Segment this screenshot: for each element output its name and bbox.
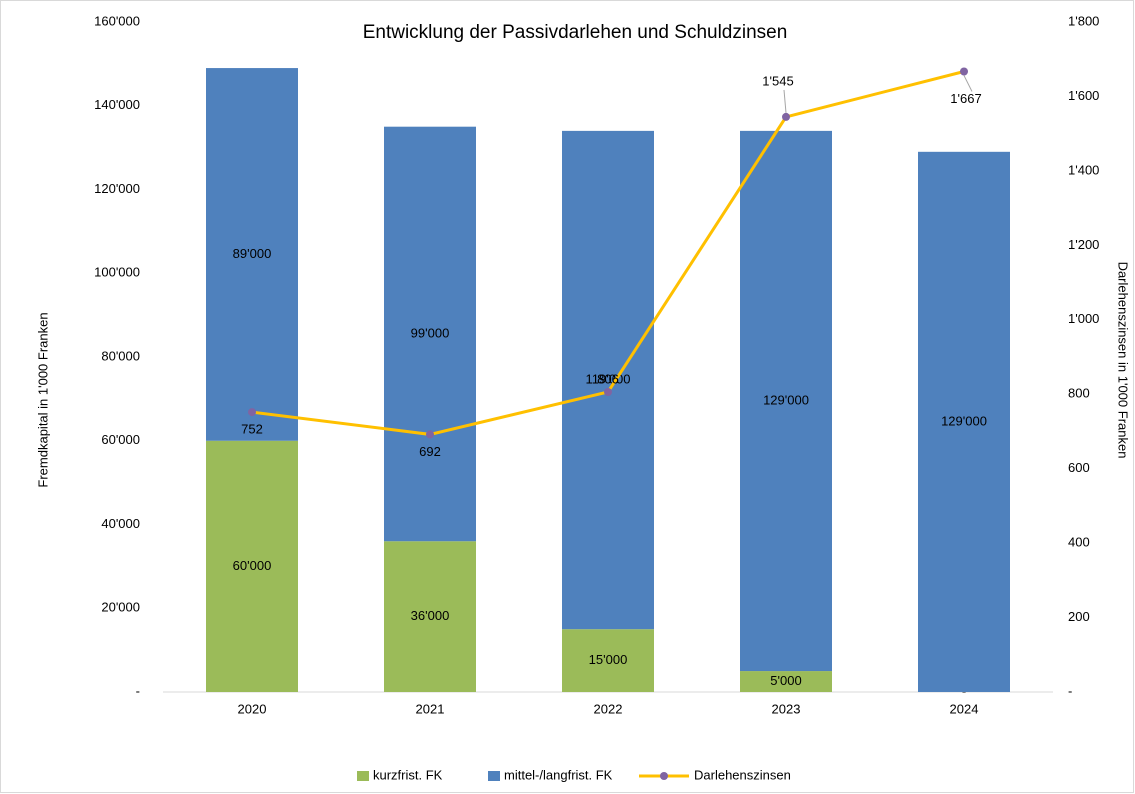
line-value-label: 692 <box>419 444 441 459</box>
bar-value-label: 89'000 <box>233 246 272 261</box>
y2-tick-label: 600 <box>1068 460 1090 475</box>
line-marker <box>248 408 256 417</box>
y2-tick-label: 800 <box>1068 386 1090 401</box>
bar-value-label: 15'000 <box>589 652 628 667</box>
y-tick-label: 40'000 <box>101 516 140 531</box>
line-value-label: 752 <box>241 422 263 437</box>
bar-value-label: 129'000 <box>941 413 987 428</box>
y2-tick-label: 400 <box>1068 535 1090 550</box>
y-tick-label: 160'000 <box>94 13 140 28</box>
bar-segment <box>918 151 1010 692</box>
y2-tick-label: 200 <box>1068 609 1090 624</box>
bar-value-label: 60'000 <box>233 558 272 573</box>
bar-segment <box>740 130 832 672</box>
leader-line <box>963 75 973 92</box>
line-marker <box>604 387 612 396</box>
legend-marker <box>660 772 668 780</box>
y-tick-label: - <box>136 683 140 698</box>
y2-tick-label: 1'400 <box>1068 162 1099 177</box>
y-tick-label: 60'000 <box>101 432 140 447</box>
bar-segment <box>384 541 476 692</box>
legend-label: Darlehenszinsen <box>694 767 791 782</box>
y-tick-label: 100'000 <box>94 265 140 280</box>
x-tick-label: 2020 <box>238 701 267 716</box>
bar-segment <box>562 130 654 630</box>
line-marker <box>960 67 968 76</box>
y2-tick-label: 1'800 <box>1068 13 1099 28</box>
y-tick-label: 80'000 <box>101 348 140 363</box>
legend-swatch <box>488 771 500 781</box>
x-tick-label: 2021 <box>416 701 445 716</box>
x-tick-label: 2024 <box>950 701 979 716</box>
bar-segment <box>740 671 832 692</box>
y2-axis-label: Darlehenszinsen in 1'000 Franken <box>1116 262 1131 459</box>
line-marker <box>782 112 790 121</box>
bar-segment <box>562 629 654 692</box>
y2-tick-label: 1'600 <box>1068 88 1099 103</box>
bar-value-label: 36'000 <box>411 608 450 623</box>
legend-swatch <box>357 771 369 781</box>
legend-label: mittel-/langfrist. FK <box>504 767 613 782</box>
line-marker <box>426 430 434 439</box>
bar-value-label: 129'000 <box>763 392 809 407</box>
bar-segment <box>206 440 298 692</box>
line-value-label: 1'545 <box>762 73 793 88</box>
line-value-label: 806 <box>597 371 619 386</box>
x-tick-label: 2022 <box>594 701 623 716</box>
legend-label: kurzfrist. FK <box>373 767 443 782</box>
y-tick-label: 140'000 <box>94 97 140 112</box>
bar-segment <box>384 126 476 542</box>
chart-title: Entwicklung der Passivdarlehen und Schul… <box>363 22 788 43</box>
bar-segment <box>206 68 298 441</box>
x-tick-label: 2023 <box>772 701 801 716</box>
line-value-label: 1'667 <box>950 91 981 106</box>
y-tick-label: 120'000 <box>94 181 140 196</box>
y2-tick-label: - <box>1068 683 1072 698</box>
leader-line <box>783 89 787 113</box>
bar-value-label: 5'000 <box>770 673 801 688</box>
y-tick-label: 20'000 <box>101 600 140 615</box>
y2-tick-label: 1'200 <box>1068 237 1099 252</box>
y2-tick-label: 1'000 <box>1068 311 1099 326</box>
bar-value-label: 99'000 <box>411 325 450 340</box>
y-axis-label: Fremdkapital in 1'000 Franken <box>35 312 50 487</box>
